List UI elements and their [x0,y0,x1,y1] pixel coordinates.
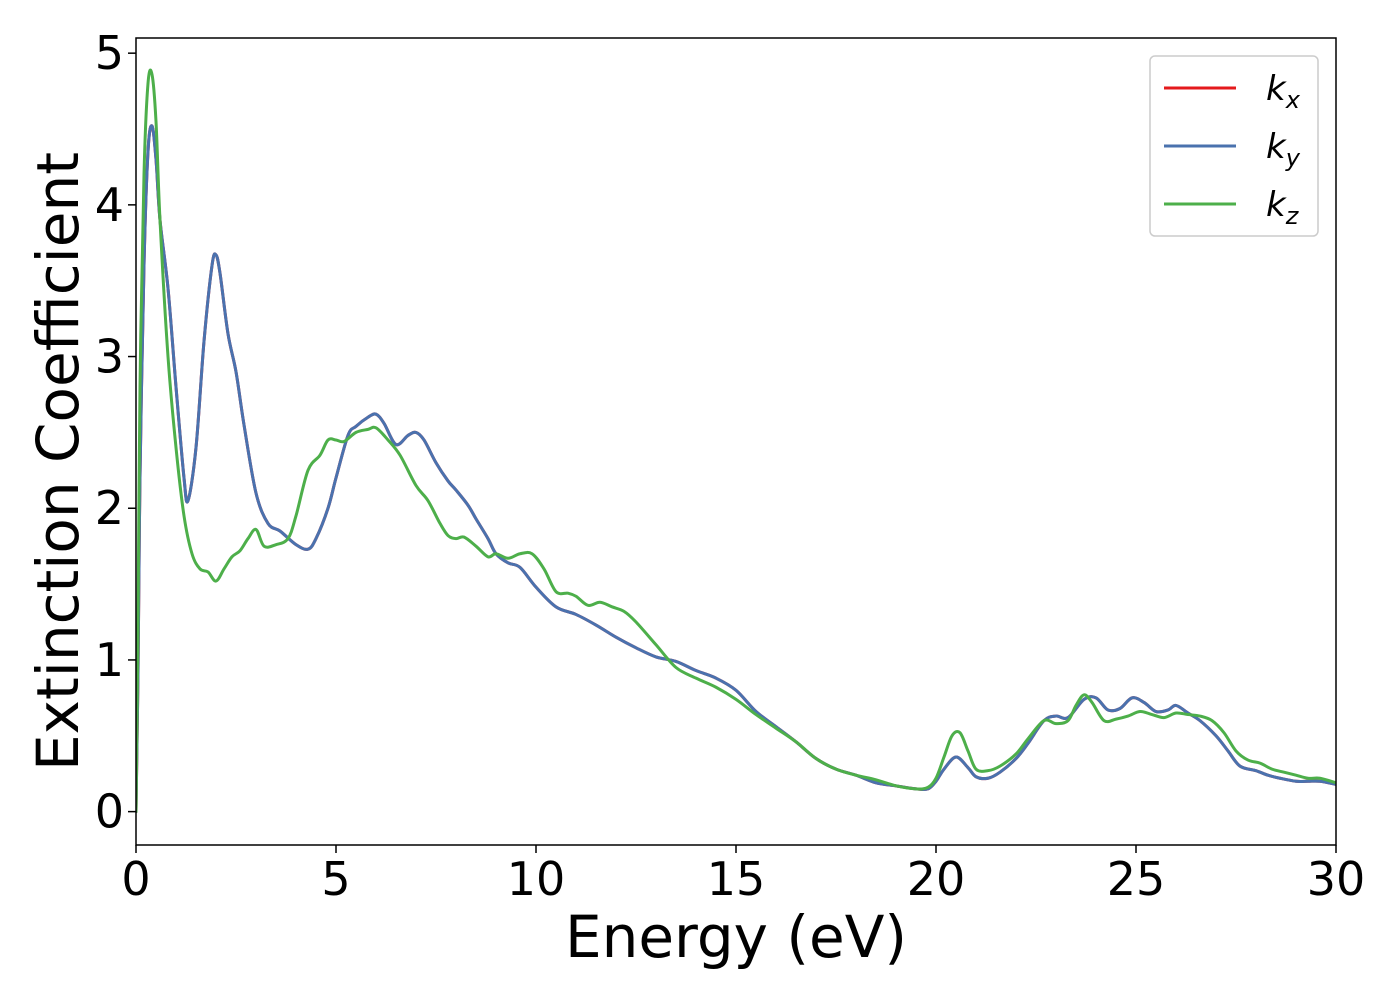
y-tick-label: 4 [95,178,124,232]
legend-label-kz: kz [1266,185,1300,230]
legend-label-subscript: x [1285,86,1301,114]
legend-label-main: k [1266,185,1287,225]
x-tick-label: 30 [1307,852,1366,906]
ticks-layer: 0 5 10 15 20 25 30 0 1 2 3 4 5 [95,26,1366,906]
legend-label-main: k [1266,69,1287,109]
y-tick-label: 2 [95,481,124,535]
y-tick-label: 1 [95,633,124,687]
x-axis-label: Energy (eV) [565,903,907,971]
series-line-ky [136,124,1336,814]
x-tick-label: 0 [121,852,150,906]
x-tick-label: 5 [321,852,350,906]
x-tick-label: 10 [507,852,566,906]
x-tick-label: 15 [707,852,766,906]
series-line-kz [136,68,1336,814]
y-tick-label: 3 [95,330,124,384]
legend-label-main: k [1266,127,1287,167]
legend-label-subscript: z [1285,202,1300,230]
legend-label-subscript: y [1285,144,1301,172]
legend-label-ky: ky [1266,127,1301,172]
legend-label-kx: kx [1266,69,1301,114]
y-tick-label: 5 [95,26,124,80]
series-layer [136,68,1336,814]
x-tick-label: 20 [907,852,966,906]
y-axis-label: Extinction Coefficient [24,152,92,771]
x-tick-label: 25 [1107,852,1166,906]
y-tick-label: 0 [95,785,124,839]
